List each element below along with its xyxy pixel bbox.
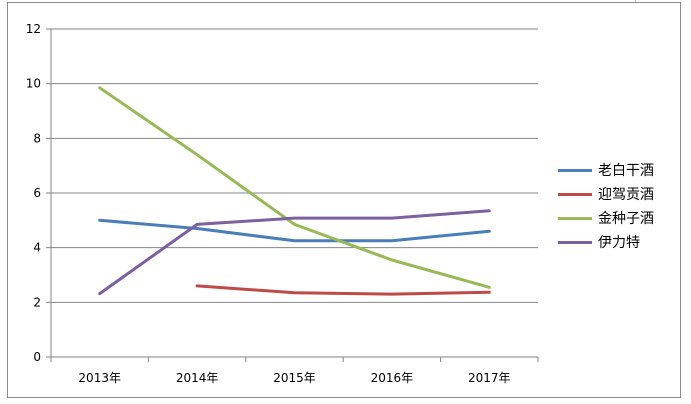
legend-label-3: 伊力特 (598, 235, 640, 251)
legend-label-0: 老白干酒 (598, 163, 654, 179)
legend-item-2: 金种子酒 (558, 206, 678, 230)
axes (46, 28, 539, 362)
y-tick-label-0: 0 (33, 350, 41, 364)
x-tick-label-4: 2017年 (468, 371, 511, 385)
x-tick-label-3: 2016年 (371, 371, 414, 385)
legend-label-1: 迎驾贡酒 (598, 187, 654, 203)
y-tick-label-5: 10 (26, 77, 41, 91)
y-tick-label-3: 6 (33, 186, 41, 200)
y-tick-label-4: 8 (33, 131, 41, 145)
x-tick-label-2: 2015年 (273, 371, 316, 385)
legend-swatch-2 (558, 216, 592, 220)
series-line-1 (195, 284, 491, 296)
x-tick-label-0: 2013年 (78, 371, 121, 385)
legend-swatch-3 (558, 240, 592, 244)
chart-frame (7, 2, 681, 398)
legend-item-0: 老白干酒 (558, 158, 678, 182)
legend-swatch-0 (558, 168, 592, 172)
y-tick-label-2: 4 (33, 241, 41, 255)
legend-swatch-1 (558, 192, 592, 196)
gridlines (51, 28, 538, 303)
legend-item-3: 伊力特 (558, 230, 678, 254)
y-tick-label-1: 2 (33, 295, 41, 309)
series-lines (98, 86, 491, 296)
legend-item-1: 迎驾贡酒 (558, 182, 678, 206)
x-tick-labels: 2013年 2014年 2015年 2016年 2017年 (78, 371, 510, 385)
series-line-0 (98, 218, 491, 243)
x-tick-label-1: 2014年 (176, 371, 219, 385)
y-tick-labels: 0 2 4 6 8 10 12 (26, 22, 41, 364)
legend-label-2: 金种子酒 (598, 211, 654, 227)
series-line-2 (98, 86, 491, 289)
legend: 老白干酒 迎驾贡酒 金种子酒 伊力特 (558, 158, 678, 254)
y-tick-label-6: 12 (26, 22, 41, 36)
series-line-3 (98, 209, 491, 296)
